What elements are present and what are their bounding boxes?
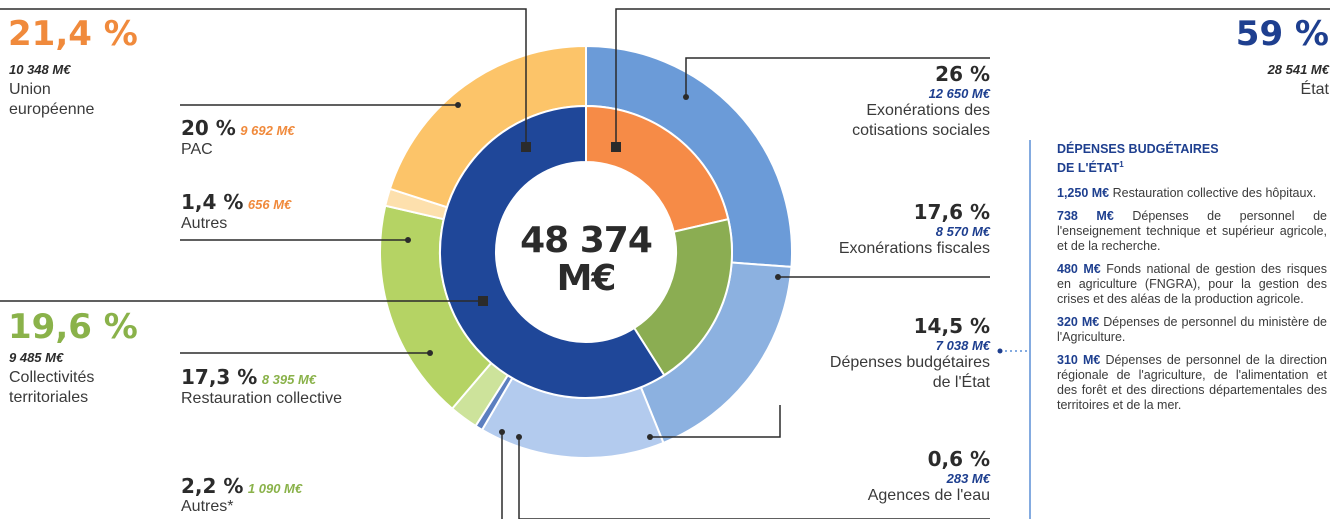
panel-entry: 738 M€ Dépenses de personnel de l'enseig… — [1057, 209, 1327, 254]
panel-entry-text: Dépenses de personnel du ministère de l'… — [1057, 315, 1327, 345]
etat-amount: 28 541 M€ — [1267, 62, 1329, 77]
marker-exo-cot — [683, 94, 689, 100]
ue-label-1: Union — [9, 81, 51, 98]
autres-ct-value: 2,2 % 1 090 M€ — [181, 474, 302, 498]
dep-budg-amount: 7 038 M€ — [935, 338, 990, 353]
panel-title-line2-text: DE L'ÉTAT — [1057, 161, 1120, 176]
autres-ue-value: 1,4 % 656 M€ — [181, 190, 291, 214]
marker-autres-ct — [499, 429, 505, 435]
agences-amount: 283 M€ — [946, 471, 990, 486]
marker-ue — [521, 142, 531, 152]
panel-title-footnote: 1 — [1119, 160, 1124, 169]
restau-label: Restauration collective — [181, 390, 342, 407]
panel-entry: 320 M€ Dépenses de personnel du ministèr… — [1057, 315, 1327, 345]
budget-details-panel: DÉPENSES BUDGÉTAIRES DE L'ÉTAT1 1,250 M€… — [1057, 142, 1327, 421]
agences-block: 0,6 % 283 M€ Agences de l'eau — [790, 447, 990, 506]
marker-pac — [455, 102, 461, 108]
restau-pct: 17,3 % — [181, 365, 258, 389]
exo-fisc-block: 17,6 % 8 570 M€ Exonérations fiscales — [790, 200, 990, 259]
restau-value: 17,3 % 8 395 M€ — [181, 365, 316, 389]
ct-label-2: territoriales — [9, 389, 89, 406]
exo-cot-block: 26 % 12 650 M€ Exonérations des cotisati… — [790, 62, 990, 141]
total-unit: M€ — [556, 258, 617, 299]
leader-exo-cot — [685, 57, 990, 97]
leader-ue — [0, 8, 527, 147]
donut-chart — [379, 44, 793, 459]
pac-label: PAC — [181, 141, 213, 158]
panel-entry: 310 M€ Dépenses de personnel de la direc… — [1057, 353, 1327, 413]
dep-budg-label-1: Dépenses budgétaires — [829, 354, 990, 371]
ct-amount: 9 485 M€ — [9, 350, 64, 365]
exo-fisc-pct: 17,6 % — [913, 200, 990, 224]
ct-pct: 19,6 % — [8, 307, 138, 347]
marker-exo-fisc — [775, 274, 781, 280]
marker-restau — [427, 350, 433, 356]
panel-entry: 480 M€ Fonds national de gestion des ris… — [1057, 262, 1327, 307]
leader-markers — [405, 94, 781, 440]
exo-cot-pct: 26 % — [935, 62, 990, 86]
ct-label-1: Collectivités — [9, 369, 95, 386]
panel-entry: 1,250 M€ Restauration collective des hôp… — [1057, 186, 1327, 201]
panel-entry-text: Dépenses de personnel de la direction ré… — [1057, 353, 1327, 413]
etat-pct: 59 % — [1235, 14, 1329, 54]
panel-entry-amount: 738 M€ — [1057, 209, 1114, 224]
autres-ct-label: Autres* — [181, 498, 234, 515]
exo-cot-label-2: cotisations sociales — [852, 122, 990, 139]
exo-cot-amount: 12 650 M€ — [928, 86, 990, 101]
agences-pct: 0,6 % — [927, 447, 990, 471]
autres-ct-pct: 2,2 % — [181, 474, 244, 498]
marker-autres-ue — [405, 237, 411, 243]
marker-agences — [516, 434, 522, 440]
leader-etat — [615, 8, 1330, 147]
restau-amount: 8 395 M€ — [261, 372, 317, 387]
panel-entry-amount: 320 M€ — [1057, 315, 1100, 330]
panel-entry-amount: 310 M€ — [1057, 353, 1101, 368]
autres-ct-amount: 1 090 M€ — [247, 481, 303, 496]
ue-pct: 21,4 % — [8, 14, 138, 54]
marker-dep-budg — [647, 434, 653, 440]
marker-ct — [478, 296, 488, 306]
pac-amount: 9 692 M€ — [240, 123, 295, 138]
panel-entry-text: Dépenses de personnel de l'enseignement … — [1057, 209, 1327, 254]
dep-budg-pct: 14,5 % — [913, 314, 990, 338]
autres-ue-pct: 1,4 % — [181, 190, 244, 214]
inner-slice-2 — [439, 104, 666, 399]
exo-fisc-amount: 8 570 M€ — [935, 224, 990, 239]
panel-title: DÉPENSES BUDGÉTAIRES DE L'ÉTAT1 — [1057, 142, 1327, 176]
ue-label-2: européenne — [9, 101, 95, 118]
pac-pct: 20 % — [181, 116, 236, 140]
leader-dep-budg — [650, 405, 781, 438]
agences-label: Agences de l'eau — [867, 487, 990, 504]
panel-entry-text: Fonds national de gestion des risques en… — [1057, 262, 1327, 307]
dep-budg-label-2: de l'État — [932, 374, 990, 391]
panel-title-line1: DÉPENSES BUDGÉTAIRES — [1057, 142, 1219, 156]
panel-link-dot — [997, 348, 1003, 354]
panel-entry-amount: 1,250 M€ — [1057, 186, 1110, 201]
leader-agences — [518, 437, 990, 519]
total-value: 48 374 M€ — [506, 222, 666, 298]
autres-ue-label: Autres — [181, 215, 228, 232]
total-number: 48 374 — [520, 220, 653, 261]
dep-budg-block: 14,5 % 7 038 M€ Dépenses budgétaires de … — [790, 314, 990, 393]
panel-title-line2: DE L'ÉTAT1 — [1057, 157, 1327, 176]
ue-amount: 10 348 M€ — [9, 62, 71, 77]
panel-entry-amount: 480 M€ — [1057, 262, 1101, 277]
panel-entry-text: Restauration collective des hôpitaux. — [1109, 186, 1317, 201]
leader-lines — [0, 8, 1330, 519]
exo-fisc-label: Exonérations fiscales — [838, 240, 990, 257]
etat-label: État — [1300, 81, 1329, 98]
pac-value: 20 % 9 692 M€ — [181, 116, 295, 140]
autres-ue-amount: 656 M€ — [247, 197, 292, 212]
marker-etat — [611, 142, 621, 152]
exo-cot-label-1: Exonérations des — [866, 102, 990, 119]
